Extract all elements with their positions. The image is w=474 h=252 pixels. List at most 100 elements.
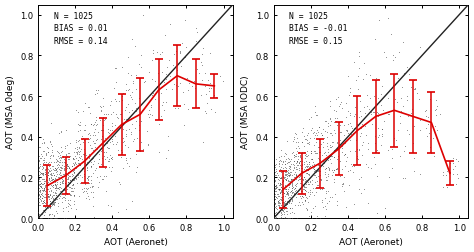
Point <box>42 177 50 181</box>
Point <box>333 166 341 170</box>
Point <box>165 59 173 63</box>
Point <box>321 214 329 218</box>
Point <box>295 168 303 172</box>
Point <box>319 187 326 192</box>
Point <box>51 203 58 207</box>
Point <box>334 203 341 207</box>
Point <box>433 104 440 108</box>
Point <box>54 163 62 167</box>
Point <box>45 180 52 184</box>
Point <box>139 148 147 152</box>
Point <box>345 132 352 136</box>
Point <box>91 128 99 132</box>
Point <box>327 99 334 103</box>
Point <box>271 184 279 188</box>
Point <box>64 177 72 181</box>
Point <box>290 191 298 195</box>
Point <box>271 213 279 217</box>
Point <box>39 166 46 170</box>
Point <box>294 145 301 149</box>
Point <box>198 64 206 68</box>
Point <box>371 38 379 42</box>
Point <box>280 201 287 205</box>
Point <box>128 97 136 101</box>
Point <box>180 103 188 107</box>
Point <box>285 157 293 161</box>
Point <box>287 181 294 185</box>
Text: N = 1025
BIAS = 0.01
RMSE = 0.14: N = 1025 BIAS = 0.01 RMSE = 0.14 <box>54 12 108 46</box>
Point <box>276 188 284 192</box>
Point <box>203 101 211 105</box>
Point <box>314 174 322 178</box>
Point <box>347 124 355 129</box>
Point <box>51 198 58 202</box>
Point <box>340 175 347 179</box>
Point <box>272 189 279 193</box>
Point <box>304 165 311 169</box>
Point <box>308 216 316 220</box>
Point <box>45 197 53 201</box>
Point <box>313 168 320 172</box>
Point <box>36 204 44 208</box>
Point <box>404 115 412 119</box>
Point <box>69 183 77 187</box>
Point <box>292 155 300 159</box>
Point <box>56 153 64 157</box>
Point <box>87 185 94 189</box>
Point <box>75 124 83 128</box>
Point <box>58 181 65 185</box>
Point <box>54 169 61 173</box>
Point <box>282 152 290 156</box>
Point <box>35 214 42 218</box>
Point <box>40 150 48 154</box>
Point <box>144 143 152 147</box>
Point <box>332 168 339 172</box>
Point <box>40 188 48 192</box>
Point <box>453 173 460 177</box>
Point <box>64 164 72 168</box>
Point <box>48 204 55 208</box>
Point <box>285 216 292 220</box>
Point <box>305 173 313 177</box>
Point <box>326 167 333 171</box>
Point <box>283 178 290 182</box>
Point <box>408 86 415 90</box>
Point <box>52 185 60 189</box>
Point <box>102 150 109 154</box>
Point <box>271 197 279 201</box>
Point <box>416 119 423 123</box>
Point <box>47 173 55 177</box>
Point <box>111 67 119 71</box>
Point <box>408 108 415 112</box>
Point <box>98 146 106 150</box>
Point <box>37 185 45 189</box>
Point <box>360 106 368 110</box>
Point <box>279 174 287 178</box>
Point <box>43 187 51 191</box>
Point <box>52 197 59 201</box>
Point <box>275 216 283 220</box>
Point <box>273 183 280 187</box>
Point <box>178 41 186 45</box>
Point <box>426 131 433 135</box>
Point <box>275 187 283 191</box>
Point <box>370 110 377 114</box>
Point <box>333 119 340 123</box>
Point <box>295 160 302 164</box>
Point <box>271 191 278 195</box>
Point <box>282 177 289 181</box>
Point <box>56 166 64 170</box>
Point <box>278 188 286 193</box>
Point <box>35 173 43 177</box>
Point <box>282 166 289 170</box>
Point <box>277 185 285 189</box>
Point <box>174 106 182 110</box>
Point <box>58 190 65 194</box>
Point <box>286 180 293 184</box>
Point <box>374 127 382 131</box>
Point <box>49 177 56 181</box>
Point <box>315 125 323 129</box>
Point <box>61 167 68 171</box>
Point <box>46 194 54 198</box>
Y-axis label: AOT (MSA IODC): AOT (MSA IODC) <box>241 75 250 148</box>
